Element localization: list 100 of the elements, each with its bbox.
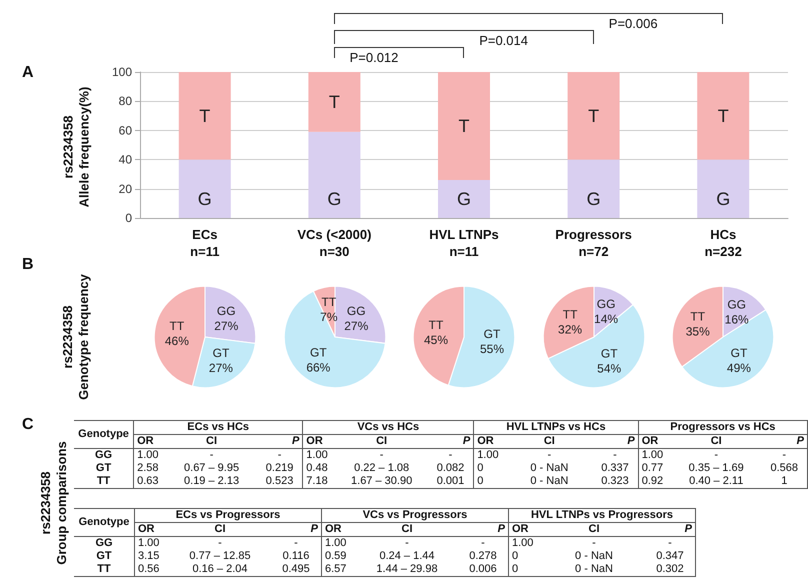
y-tick-label: 0 xyxy=(125,211,132,225)
y-tick-label: 80 xyxy=(118,94,132,108)
text: CI xyxy=(376,435,388,447)
text: 0 xyxy=(477,475,484,487)
slice-label: GT xyxy=(730,346,748,360)
text: B xyxy=(22,256,34,274)
category-label: GG xyxy=(94,449,112,461)
text: 0.568 xyxy=(770,462,798,474)
text: CI xyxy=(205,434,218,448)
data-label: 49% xyxy=(727,360,752,375)
text: - xyxy=(668,537,672,549)
y-tick-label: 100 xyxy=(112,65,132,79)
slice-label: GG xyxy=(346,304,366,318)
text: rs2234358 Genotype frequency xyxy=(60,274,92,400)
slice-label: GT xyxy=(212,346,230,360)
data-label: 45% xyxy=(424,333,449,348)
text: OR xyxy=(512,523,528,535)
slice-label: TT xyxy=(428,318,444,332)
data-label: 54% xyxy=(596,361,622,376)
series-label: T xyxy=(328,92,340,112)
text: CI xyxy=(588,523,600,535)
slice-label: GG xyxy=(216,304,236,318)
bar xyxy=(178,72,231,160)
text: G xyxy=(586,189,601,209)
text: - xyxy=(380,449,384,461)
category-label: VCs vs HCs xyxy=(302,420,474,434)
category-label: GT xyxy=(96,462,112,474)
text: - xyxy=(210,449,214,461)
text: 1.00 xyxy=(512,537,534,549)
data-label: 27% xyxy=(208,360,234,375)
text: - xyxy=(592,537,596,549)
text: OR xyxy=(137,522,156,536)
text: P xyxy=(796,435,804,447)
text: P=0.014 xyxy=(478,33,529,48)
text: 1.00 xyxy=(138,537,160,549)
text: OR xyxy=(306,435,323,447)
text: 1.67 – 30.90 xyxy=(351,475,412,487)
category-label: GG xyxy=(95,537,113,549)
text: - xyxy=(613,449,617,461)
text: T xyxy=(588,106,600,126)
text: G xyxy=(716,189,730,209)
text: 0 - NaN xyxy=(530,475,568,487)
text: 0.35 – 1.69 xyxy=(688,462,744,474)
text: 0.006 xyxy=(469,563,497,575)
text: OR xyxy=(477,435,494,447)
text: 0.19 – 2.13 xyxy=(184,475,240,487)
data-label: 27% xyxy=(214,318,239,333)
text: CI xyxy=(214,522,226,536)
text: P=0.012 xyxy=(348,50,400,65)
text: 0.48 xyxy=(306,462,328,474)
text: 0.63 xyxy=(137,475,158,487)
text: 0.337 xyxy=(601,462,629,474)
text: 0.219 xyxy=(266,462,294,474)
category-label: TT xyxy=(97,563,111,575)
category-label: Progressors vs HCs xyxy=(638,420,808,434)
text: Genotype xyxy=(74,420,134,448)
slice-label: GT xyxy=(310,345,327,360)
text: - xyxy=(218,537,222,549)
text: 0 - NaN xyxy=(575,563,613,575)
text: 0.56 xyxy=(138,563,160,575)
text: P xyxy=(256,434,303,448)
text: - xyxy=(278,449,282,461)
text: G xyxy=(198,189,212,209)
text: 0.16 – 2.04 xyxy=(192,563,248,575)
text: CI xyxy=(710,435,722,447)
text: P=0.006 xyxy=(608,16,659,31)
category-label: ECs vs HCs xyxy=(134,420,303,434)
bar xyxy=(308,132,360,218)
text: 0.278 xyxy=(469,550,497,562)
data-label: 27% xyxy=(344,318,368,333)
text: - xyxy=(782,449,786,461)
text: T xyxy=(718,106,729,126)
slice-label: TT xyxy=(690,310,706,324)
category-label: HVL LTNPs vs Progressors xyxy=(508,508,696,522)
text: 3.15 xyxy=(138,550,160,562)
series-label: G xyxy=(456,189,472,209)
text: 1.00 xyxy=(477,449,499,461)
slice-label: GG xyxy=(596,296,616,311)
text: P xyxy=(684,523,692,535)
text: 7.18 xyxy=(306,475,328,487)
x-tick-label: VCs (<2000) n=30 xyxy=(297,227,372,259)
text: 0 xyxy=(477,462,484,474)
category-label: ECs vs Progressors xyxy=(134,508,322,522)
text: T xyxy=(458,116,470,136)
text: 1 xyxy=(781,475,788,487)
data-label: 35% xyxy=(686,324,710,339)
data-label: 46% xyxy=(164,334,190,348)
text: OR xyxy=(136,434,155,448)
text: A xyxy=(22,64,34,82)
text: 1.44 – 29.98 xyxy=(376,563,438,575)
x-tick-label: HVL LTNPs n=11 xyxy=(429,227,499,259)
text: - xyxy=(405,537,409,549)
text: 0.302 xyxy=(656,563,684,575)
bar xyxy=(438,72,490,180)
category-label: GT xyxy=(96,550,112,562)
bar xyxy=(568,160,620,218)
text: CI xyxy=(544,435,555,447)
text: P xyxy=(271,522,322,536)
data-label: 32% xyxy=(558,322,582,336)
text: 0.40 – 2.11 xyxy=(689,475,744,487)
